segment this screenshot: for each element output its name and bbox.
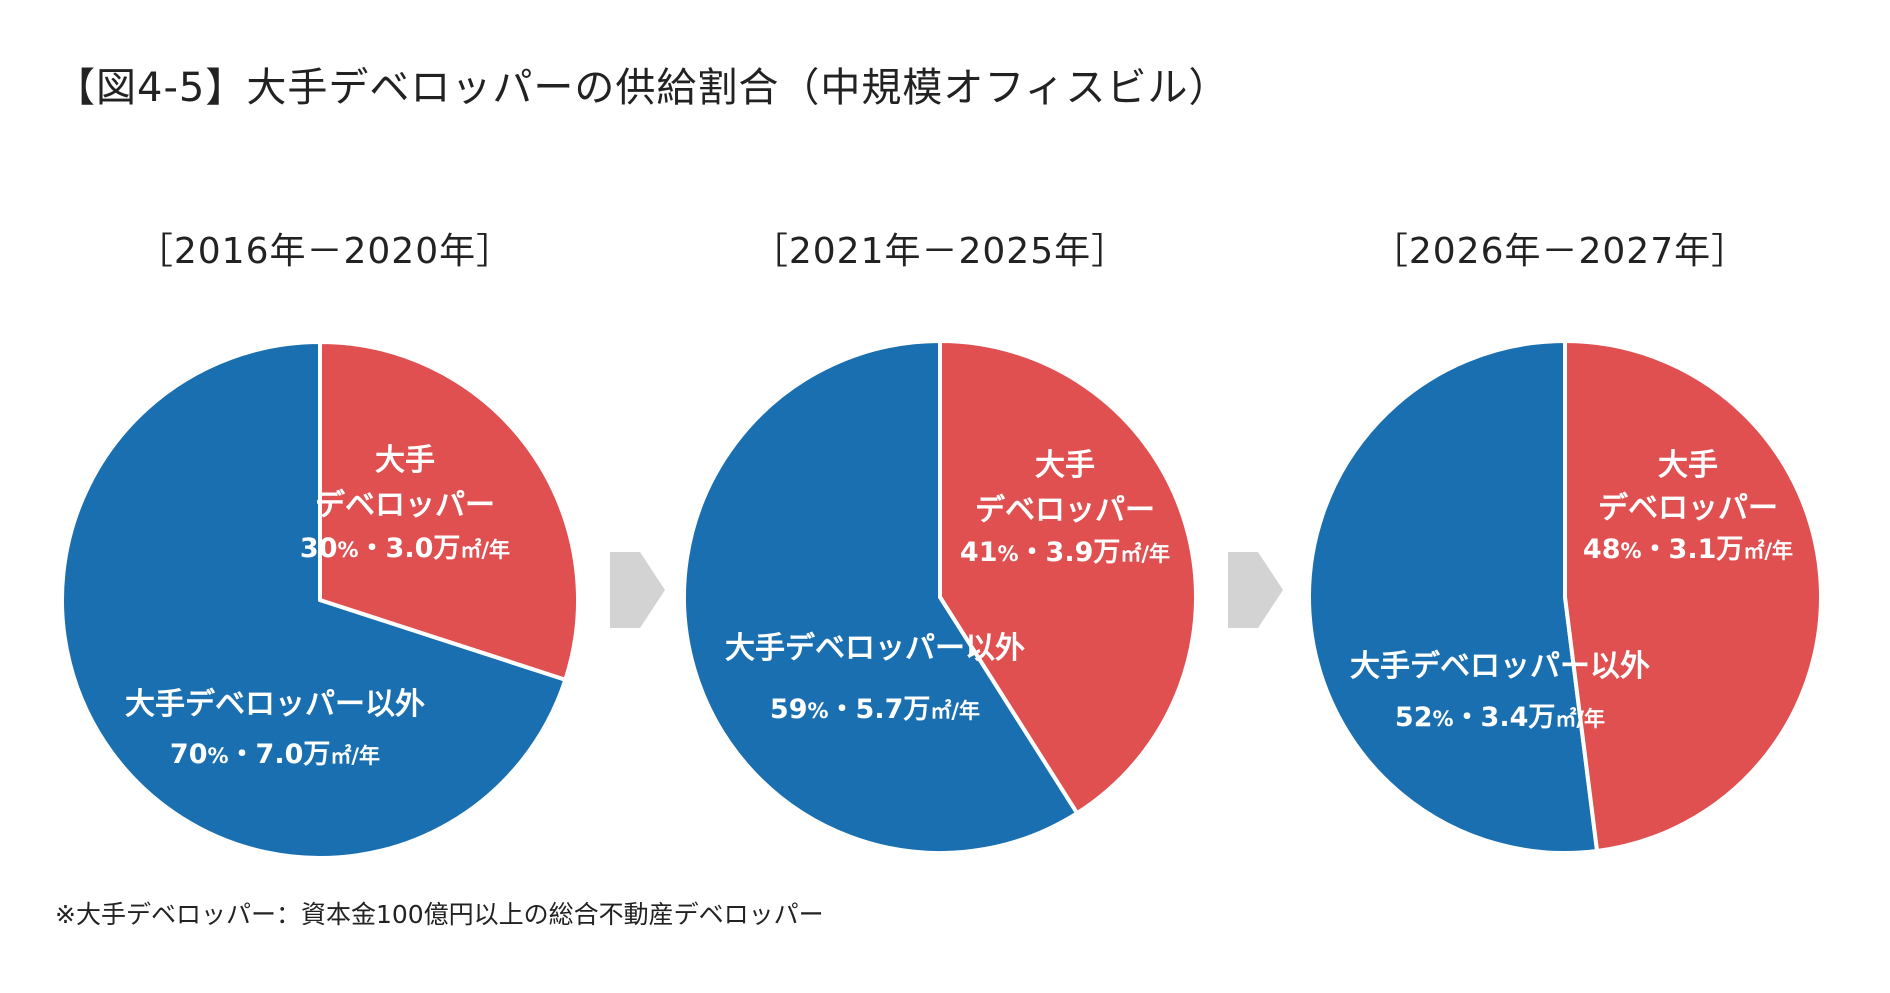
- slice-major-developers: [318, 340, 580, 682]
- major-label-line-2: デベロッパー: [315, 488, 495, 523]
- major-label-line-2: デベロッパー: [975, 493, 1155, 528]
- other-value-label: 70%・7.0万㎡/年: [170, 739, 380, 770]
- major-label-line-1: 大手: [1658, 448, 1718, 483]
- next-period-arrow-icon: [610, 552, 665, 628]
- next-period-arrow-icon: [1228, 552, 1283, 628]
- major-label-line-1: 大手: [375, 443, 435, 478]
- major-value-label: 41%・3.9万㎡/年: [960, 537, 1170, 568]
- major-label-line-2: デベロッパー: [1598, 491, 1778, 526]
- slice-other-developers: [60, 340, 568, 860]
- other-label: 大手デベロッパー以外: [725, 631, 1025, 666]
- major-value-label: 48%・3.1万㎡/年: [1583, 534, 1793, 565]
- figure-title: 【図4-5】大手デベロッパーの供給割合（中規模オフィスビル）: [55, 65, 1230, 111]
- footnote: ※大手デベロッパー：資本金100億円以上の総合不動産デベロッパー: [55, 900, 824, 929]
- slice-other-developers: [682, 339, 1080, 855]
- other-value-label: 52%・3.4万㎡/年: [1395, 702, 1605, 733]
- period-title-2026-2027: ［2026年－2027年］: [1371, 231, 1749, 272]
- slice-other-developers: [1307, 339, 1600, 855]
- slice-major-developers: [938, 339, 1198, 816]
- slice-major-developers: [1563, 339, 1823, 853]
- other-label: 大手デベロッパー以外: [125, 687, 425, 722]
- period-title-2016-2020: ［2016年－2020年］: [136, 231, 514, 272]
- other-label: 大手デベロッパー以外: [1350, 649, 1650, 684]
- major-label-line-1: 大手: [1035, 448, 1095, 483]
- major-value-label: 30%・3.0万㎡/年: [300, 533, 510, 564]
- other-value-label: 59%・5.7万㎡/年: [770, 694, 980, 725]
- period-title-2021-2025: ［2021年－2025年］: [751, 231, 1129, 272]
